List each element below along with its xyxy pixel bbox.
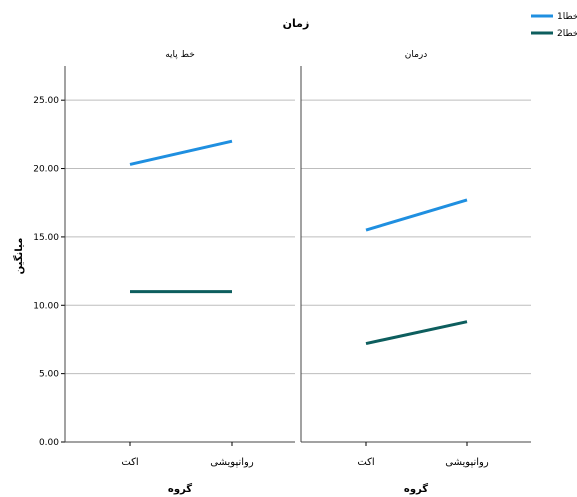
- x-tick-label: روانپویشی: [210, 457, 254, 468]
- chart-title: زمان: [283, 17, 310, 30]
- legend: خطا1 خطا2: [531, 12, 577, 39]
- y-axis-label: میانگین: [12, 238, 25, 275]
- y-tick-label: 0.00: [39, 438, 59, 448]
- x-axis-label-right: گروه: [404, 482, 428, 495]
- panel-label: درمان: [405, 50, 428, 60]
- panel-label: خط پایه: [165, 50, 195, 60]
- y-tick-label: 15.00: [33, 233, 59, 243]
- legend-label: خطا2: [557, 29, 577, 39]
- panel-1: خط پایه اکت روانپویشی: [64, 50, 295, 468]
- x-tick-label: اکت: [121, 457, 138, 468]
- panel-2: درمان اکت روانپویشی: [300, 50, 531, 468]
- y-tick-label: 25.00: [33, 96, 59, 106]
- y-axis: 0.00 5.00 10.00 15.00 20.00 25.00: [33, 96, 65, 448]
- series-line-1: [129, 139, 233, 166]
- panels: خط پایه اکت روانپویشی درمان اکت روانپویشی: [64, 50, 531, 468]
- x-tick-label: روانپویشی: [445, 457, 489, 468]
- y-tick-label: 10.00: [33, 301, 59, 311]
- series-line-1: [365, 198, 468, 232]
- legend-label: خطا1: [557, 12, 577, 22]
- y-tick-label: 5.00: [39, 370, 59, 380]
- y-tick-label: 20.00: [33, 165, 59, 175]
- series-line-2: [365, 320, 468, 346]
- x-axis-label-left: گروه: [168, 482, 192, 495]
- x-tick-label: اکت: [357, 457, 374, 468]
